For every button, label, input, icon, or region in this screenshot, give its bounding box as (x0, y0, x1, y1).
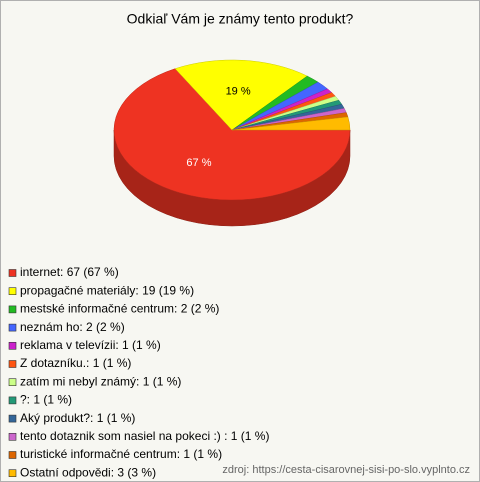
legend-label: Ostatní odpovědi: 3 (3 %) (20, 465, 156, 479)
legend-swatch (8, 432, 17, 441)
legend-swatch (8, 287, 17, 296)
legend-swatch (8, 396, 17, 405)
legend-label: reklama v televízii: 1 (1 %) (20, 338, 161, 352)
legend-label: neznám ho: 2 (2 %) (20, 320, 125, 334)
data-label: 19 % (226, 86, 251, 98)
legend-swatch (8, 323, 17, 332)
source: zdroj: https://cesta-cisarovnej-sisi-po-… (222, 464, 470, 476)
legend-label: Aký produkt?: 1 (1 %) (20, 411, 135, 425)
legend-swatch (8, 341, 17, 350)
legend-swatch (8, 305, 17, 314)
legend-label: internet: 67 (67 %) (20, 265, 119, 279)
legend-label: zatím mi nebyl známý: 1 (1 %) (20, 374, 181, 388)
chart-title: Odkiaľ Vám je známy tento produkt? (127, 11, 354, 27)
legend-label: turistické informačné centrum: 1 (1 %) (20, 447, 222, 461)
legend-label: propagačné materiály: 19 (19 %) (20, 283, 194, 297)
legend-label: ?: 1 (1 %) (20, 393, 72, 407)
slice (113, 68, 351, 201)
legend-label: tento dotaznik som nasiel na pokeci :) :… (20, 429, 269, 443)
legend-swatch (8, 378, 17, 387)
legend-label: mestské informačné centrum: 2 (2 %) (20, 302, 219, 316)
legend-swatch (8, 469, 17, 478)
slice (174, 59, 308, 131)
legend-swatch (8, 451, 17, 459)
legend-label: Z dotazníku.: 1 (1 %) (20, 356, 131, 370)
legend-swatch (8, 414, 17, 423)
legend-swatch (8, 360, 17, 368)
data-label: 67 % (186, 157, 211, 169)
slice (231, 116, 351, 131)
legend-swatch (8, 269, 17, 277)
